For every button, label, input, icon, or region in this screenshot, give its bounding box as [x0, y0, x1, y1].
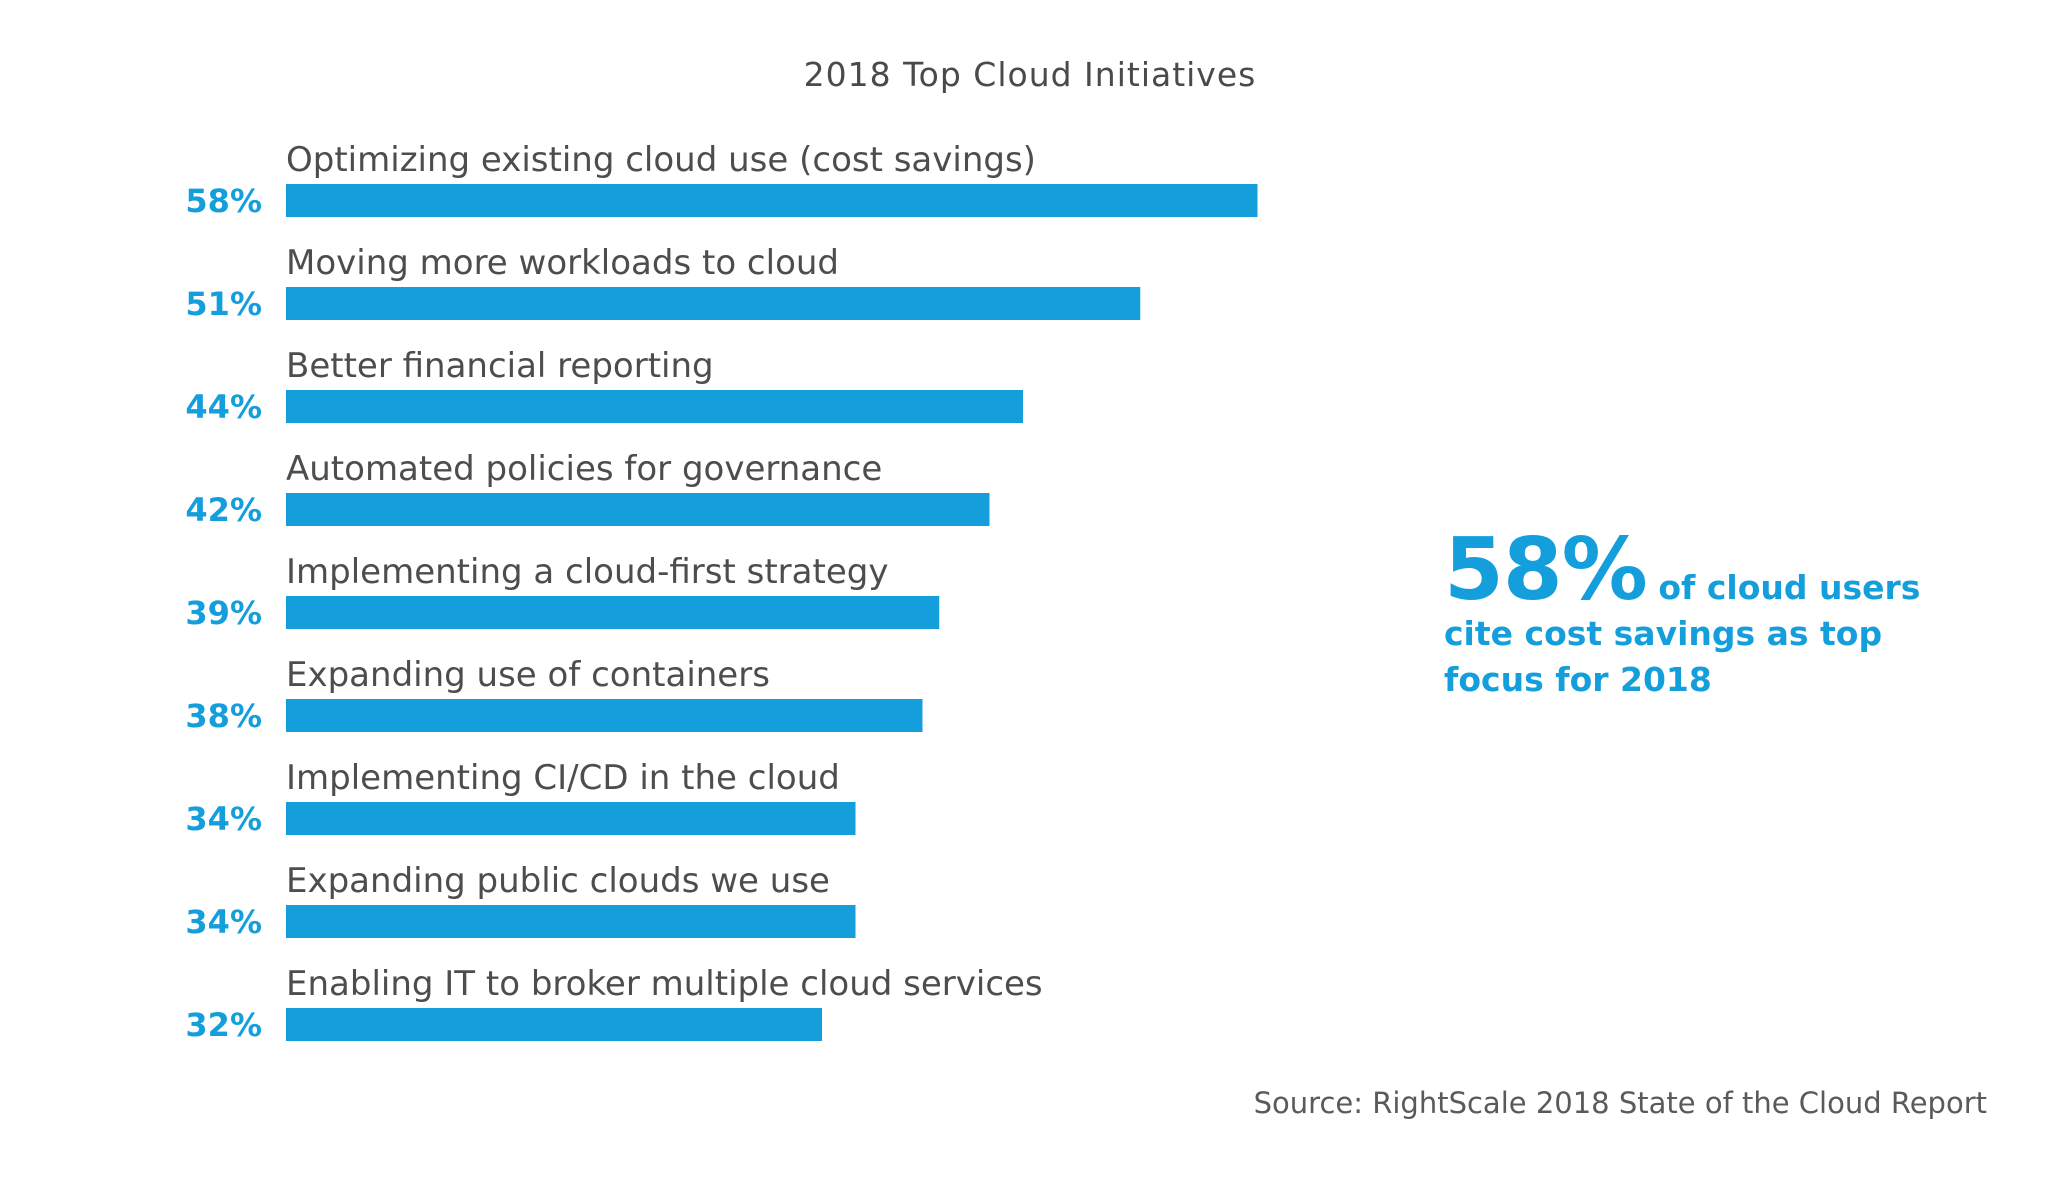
value-label: 39%	[185, 594, 262, 632]
value-label: 38%	[185, 697, 262, 735]
value-label: 51%	[185, 285, 262, 323]
value-label: 32%	[185, 1006, 262, 1044]
bars-group: Optimizing existing cloud use (cost savi…	[185, 140, 1258, 1044]
bar	[286, 905, 856, 938]
category-label: Expanding public clouds we use	[286, 861, 830, 901]
source-note: Source: RightScale 2018 State of the Clo…	[1254, 1086, 1987, 1120]
callout-big-number: 58%	[1444, 520, 1648, 620]
callout: 58% of cloud users cite cost savings as …	[1444, 527, 1964, 703]
bar	[286, 184, 1258, 217]
value-label: 42%	[185, 491, 262, 529]
bar	[286, 699, 923, 732]
bar	[286, 1008, 822, 1041]
value-label: 34%	[185, 903, 262, 941]
category-label: Implementing CI/CD in the cloud	[286, 758, 840, 798]
bar	[286, 802, 856, 835]
category-label: Implementing a cloud-first strategy	[286, 552, 888, 592]
value-label: 58%	[185, 182, 262, 220]
bar	[286, 596, 940, 629]
category-label: Optimizing existing cloud use (cost savi…	[286, 140, 1036, 180]
value-label: 44%	[185, 388, 262, 426]
category-label: Better financial reporting	[286, 346, 714, 386]
category-label: Enabling IT to broker multiple cloud ser…	[286, 964, 1043, 1004]
category-label: Moving more workloads to cloud	[286, 243, 839, 283]
bar	[286, 287, 1141, 320]
category-label: Automated policies for governance	[286, 449, 882, 489]
bar	[286, 390, 1023, 423]
callout-text: of cloud users cite cost savings as top …	[1444, 568, 1921, 699]
bar	[286, 493, 990, 526]
category-label: Expanding use of containers	[286, 655, 770, 695]
value-label: 34%	[185, 800, 262, 838]
chart-title: 2018 Top Cloud Initiatives	[804, 55, 1257, 94]
